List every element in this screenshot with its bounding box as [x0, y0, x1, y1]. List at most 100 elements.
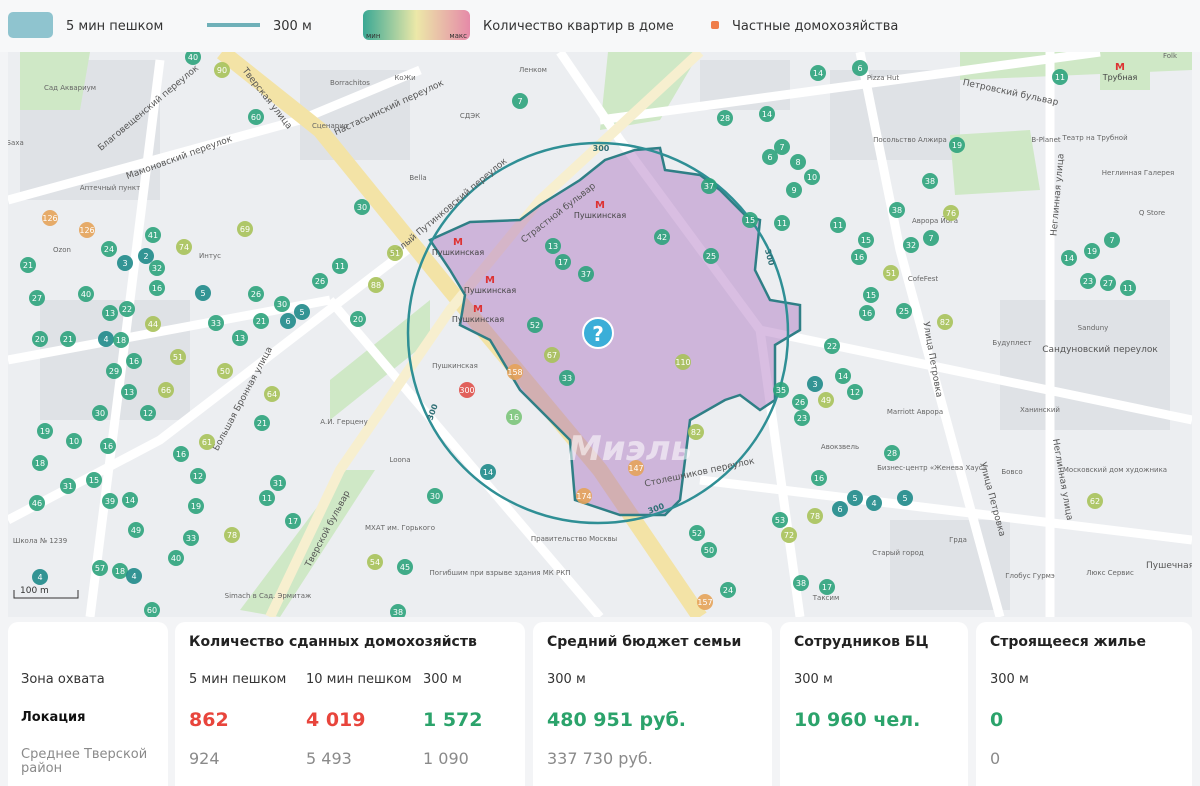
marker-label: 110 — [675, 358, 690, 367]
place-label: КоЖи — [394, 74, 415, 82]
house-marker — [387, 245, 403, 261]
column-head: 300 м — [423, 672, 462, 687]
marker-label: 11 — [335, 262, 345, 271]
summary-card: Зона охвата Локация Среднее Тверской рай… — [8, 622, 168, 786]
marker-label: 9 — [791, 186, 796, 195]
marker-label: 30 — [277, 300, 287, 309]
marker-label: 10 — [69, 437, 79, 446]
house-marker — [274, 296, 290, 312]
house-marker — [126, 568, 142, 584]
marker-label: 147 — [628, 464, 643, 473]
house-marker — [253, 313, 269, 329]
marker-label: 33 — [186, 534, 196, 543]
house-marker — [185, 52, 201, 65]
house-marker — [294, 304, 310, 320]
card-title: Сотрудников БЦ — [794, 634, 929, 650]
place-label: Неглинная Галерея — [1102, 169, 1174, 177]
place-label: Sandunу — [1078, 324, 1109, 332]
marker-label: 37 — [581, 270, 591, 279]
house-marker — [1104, 232, 1120, 248]
house-marker — [259, 490, 275, 506]
place-label: Аврора Йога — [912, 216, 958, 225]
marker-label: 14 — [762, 110, 772, 119]
house-marker — [507, 364, 523, 380]
place-label: Бовсо — [1001, 468, 1022, 476]
column-head: 300 м — [547, 672, 586, 687]
place-label: СДЭК — [460, 112, 480, 120]
place-label: Авокзвель — [821, 443, 859, 451]
place-label: МХАТ им. Горького — [365, 524, 435, 532]
marker-label: 82 — [691, 428, 701, 437]
marker-label: 3 — [812, 380, 817, 389]
house-marker — [859, 305, 875, 321]
place-label: Ленком — [519, 66, 547, 74]
house-marker — [762, 149, 778, 165]
marker-label: 16 — [129, 357, 139, 366]
house-marker — [506, 409, 522, 425]
district-value: 1 090 — [423, 749, 469, 768]
marker-label: 69 — [240, 225, 250, 234]
house-marker — [183, 530, 199, 546]
legend-label: Количество квартир в доме — [483, 19, 674, 34]
house-marker — [897, 490, 913, 506]
marker-label: 49 — [821, 396, 831, 405]
place-label: Сад Аквариум — [44, 84, 96, 92]
private-swatch — [711, 21, 719, 29]
marker-label: 14 — [1064, 254, 1074, 263]
house-marker — [559, 370, 575, 386]
marker-label: 39 — [105, 497, 115, 506]
marker-label: 22 — [122, 305, 132, 314]
marker-label: 40 — [171, 554, 181, 563]
marker-label: 15 — [861, 236, 871, 245]
marker-label: 13 — [235, 334, 245, 343]
marker-label: 6 — [767, 153, 772, 162]
marker-label: 30 — [95, 409, 105, 418]
marker-label: 51 — [886, 269, 896, 278]
column-head: 10 мин пешком — [306, 672, 412, 687]
house-marker — [1087, 493, 1103, 509]
place-label: Pizza Hut — [867, 74, 900, 82]
house-marker — [852, 60, 868, 76]
marker-label: 11 — [1123, 284, 1133, 293]
marker-label: 16 — [862, 309, 872, 318]
marker-label: 45 — [400, 563, 410, 572]
marker-label: 21 — [257, 419, 267, 428]
marker-label: 60 — [147, 606, 157, 615]
marker-label: 21 — [23, 261, 33, 270]
house-marker — [199, 434, 215, 450]
house-marker — [703, 248, 719, 264]
house-marker — [149, 280, 165, 296]
house-marker — [773, 382, 789, 398]
marker-label: 11 — [777, 219, 787, 228]
house-marker — [170, 349, 186, 365]
house-marker — [248, 109, 264, 125]
marker-label: 23 — [1083, 277, 1093, 286]
house-marker — [866, 495, 882, 511]
place-label: Loona — [389, 456, 410, 464]
house-marker — [810, 65, 826, 81]
house-marker — [1080, 273, 1096, 289]
house-marker — [701, 542, 717, 558]
house-marker — [949, 137, 965, 153]
marker-label: 27 — [1103, 279, 1113, 288]
marker-label: 66 — [161, 386, 171, 395]
marker-label: 74 — [179, 243, 189, 252]
house-marker — [790, 154, 806, 170]
gradient-max: макс — [449, 32, 467, 40]
gradient-swatch — [363, 10, 470, 40]
house-marker — [270, 475, 286, 491]
marker-label: 2 — [143, 252, 148, 261]
marker-label: 14 — [125, 496, 135, 505]
house-marker — [807, 376, 823, 392]
marker-label: 25 — [706, 252, 716, 261]
radius-circle — [406, 141, 790, 525]
house-marker — [237, 221, 253, 237]
house-marker — [1084, 243, 1100, 259]
column-head: 5 мин пешком — [189, 672, 287, 687]
marker-label: 12 — [193, 472, 203, 481]
house-marker — [248, 286, 264, 302]
marker-label: 7 — [928, 234, 933, 243]
boulevard — [265, 52, 704, 617]
marker-label: 42 — [657, 233, 667, 242]
marker-label: 60 — [251, 113, 261, 122]
